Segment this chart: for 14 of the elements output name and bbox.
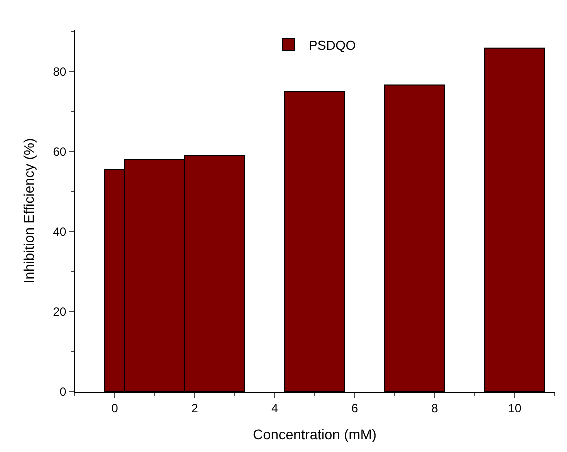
- y-axis-title: Inhibition Efficiency (%): [20, 138, 37, 284]
- y-tick-label: 80: [53, 65, 67, 80]
- x-tick-label: 2: [192, 401, 199, 416]
- y-tick-label: 20: [53, 305, 67, 320]
- x-tick-label: 0: [112, 401, 119, 416]
- y-tick-label: 40: [53, 225, 67, 240]
- x-tick-label: 6: [352, 401, 359, 416]
- x-tick-label: 10: [508, 401, 522, 416]
- x-tick-label: 4: [272, 401, 279, 416]
- legend-label: PSDQO: [309, 38, 356, 54]
- y-tick-label: 0: [60, 385, 67, 400]
- x-tick-label: 8: [432, 401, 439, 416]
- y-tick-label: 60: [53, 145, 67, 160]
- x-axis-title: Concentration (mM): [253, 426, 377, 443]
